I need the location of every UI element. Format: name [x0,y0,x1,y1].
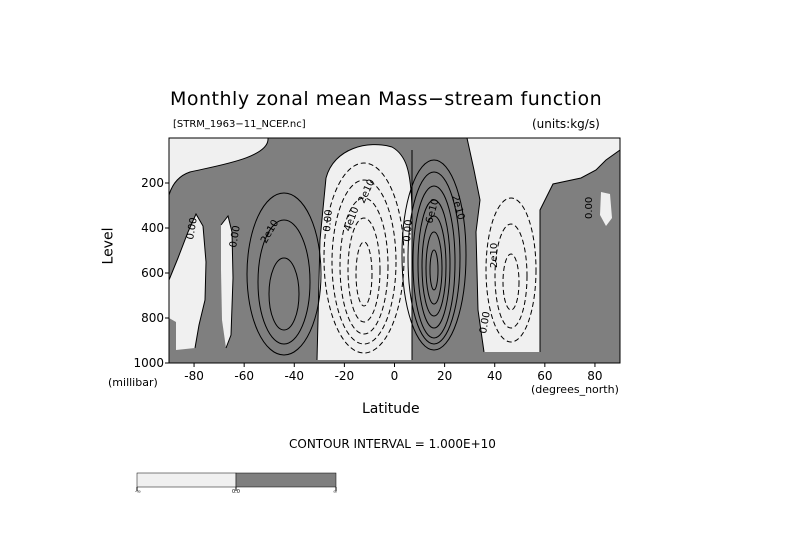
colorbar [136,472,337,491]
contour-pos-south-3 [268,257,300,331]
x-tick-label: 20 [437,369,452,383]
units-label: (units:kg/s) [532,117,600,131]
x-tick-label: 0 [391,369,399,383]
contour-label: 0.00 [402,219,415,242]
y-axis-label: Level [100,227,117,265]
contour-pos-south-2 [257,219,311,345]
negative-region-southern-cell [317,144,412,360]
negative-regions [169,138,620,360]
colorbar-label: ∞ [333,489,338,495]
contour-zero-north [466,138,620,353]
negative-region-high-lat [600,192,612,226]
contour-neg-south-2 [331,179,397,345]
contour-neg-south-1 [323,162,405,354]
negative-region-south-polar [169,214,206,350]
contour-pos-north-3 [412,185,456,339]
contour-label: 0.00 [185,217,200,241]
contour-neg-south-3 [339,197,389,335]
dashed-contours [323,162,537,354]
negative-region-top-left [169,138,269,195]
x-tick-label: -80 [184,369,204,383]
colorbar-positive [235,472,337,488]
contour-pos-north-7 [429,249,439,291]
contour-pos-south-1 [246,192,322,356]
x-tick-label: -60 [234,369,254,383]
contour-label: 2e10 [489,243,500,268]
contour-lines [169,138,620,361]
x-tick-label: 60 [537,369,552,383]
contour-interval-text: CONTOUR INTERVAL = 1.000E+10 [289,437,496,451]
y-tick-label: 400 [141,221,164,235]
axis-ticks: -80 -60 -40 -20 0 20 40 60 80 200 400 600 800 1000 [133,176,602,383]
x-tick-label: 80 [587,369,602,383]
contour-pos-north-1 [401,159,467,351]
y-tick-label: 600 [141,266,164,280]
contour-neg-north-2 [494,223,528,329]
x-axis-unit: (degrees_north) [531,383,619,396]
x-tick-label: -20 [335,369,355,383]
colorbar-negative [136,472,237,488]
x-axis-label: Latitude [362,401,420,417]
file-label: [STRM_1963−11_NCEP.nc] [173,119,306,130]
colorbar-label: 0.0 [232,489,240,495]
plot-area: 0.00 0.00 2e10 0.00 2e10 4e10 0.00 6e10 … [169,138,620,363]
x-tick-label: 40 [487,369,502,383]
contour-neg-south-5 [355,241,373,307]
contour-label: 0.00 [322,209,335,232]
contour-pos-north-4 [417,199,451,329]
contour-zero-south [169,138,269,196]
y-tick-label: 1000 [133,356,164,370]
contour-pos-north-2 [407,171,461,345]
contour-neg-north-3 [502,253,520,311]
contour-label: 0.00 [228,225,243,249]
contour-label: 0.00 [478,311,493,335]
y-axis-unit: (millibar) [108,376,158,389]
contour-pos-north-5 [421,215,447,317]
contour-zero-polar [169,212,234,349]
negative-region-northern-cell [467,138,620,352]
contour-pos-north-6 [425,231,443,305]
contour-neg-north-1 [485,197,537,343]
negative-region-south-thin [221,216,233,348]
y-tick-label: 800 [141,311,164,325]
x-tick-label: -40 [284,369,304,383]
y-tick-label: 200 [141,176,164,190]
colorbar-label: -∞ [135,489,141,495]
contour-label: 0.00 [584,197,595,219]
contour-neg-south-4 [347,217,381,323]
chart-title: Monthly zonal mean Mass−stream function [170,88,603,110]
